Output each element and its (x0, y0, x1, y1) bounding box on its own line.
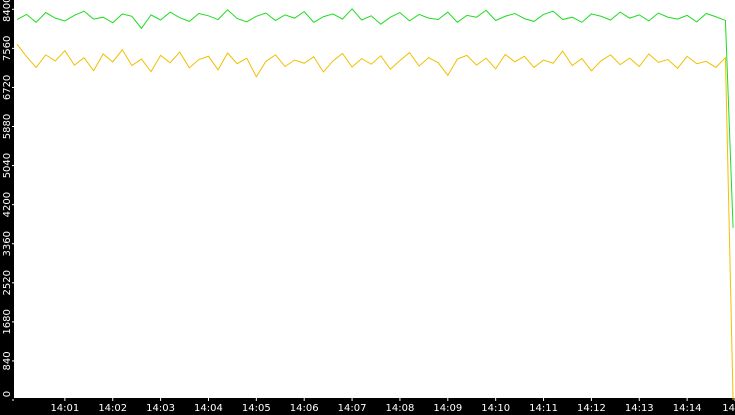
y-tick-label: 6720 (2, 75, 13, 100)
x-axis-bar (0, 398, 735, 415)
x-tick-label: 14:13 (625, 403, 654, 414)
y-tick-label: 7560 (2, 36, 13, 61)
x-tick-label: 14:11 (529, 403, 558, 414)
x-tick-label: 14:08 (386, 403, 415, 414)
x-tick-label: 14:06 (290, 403, 319, 414)
y-tick-label: 840 (2, 351, 13, 370)
x-tick-label: 14:12 (577, 403, 606, 414)
y-tick-label: 0 (2, 391, 13, 397)
x-tick-label: 14:02 (98, 403, 127, 414)
x-tick-label: 14 (722, 403, 735, 414)
series-line (16, 43, 734, 401)
x-tick-label: 14:04 (194, 403, 223, 414)
y-axis-bar (0, 0, 14, 415)
y-tick-label: 4200 (2, 192, 13, 217)
x-tick-label: 14:07 (338, 403, 367, 414)
y-tick-label: 1680 (2, 309, 13, 334)
x-tick-label: 14:09 (433, 403, 462, 414)
y-tick-label: 5040 (2, 153, 13, 178)
y-tick-label: 5880 (2, 114, 13, 139)
x-tick-label: 14:05 (242, 403, 271, 414)
series-line (16, 8, 734, 228)
y-tick-label: 3360 (2, 231, 13, 256)
y-tick-label: 8400 (2, 0, 13, 22)
x-tick-label: 14:03 (146, 403, 175, 414)
x-tick-label: 14:01 (50, 403, 79, 414)
y-tick-label: 2520 (2, 270, 13, 295)
x-tick-label: 14:14 (673, 403, 702, 414)
x-tick-label: 14:10 (481, 403, 510, 414)
